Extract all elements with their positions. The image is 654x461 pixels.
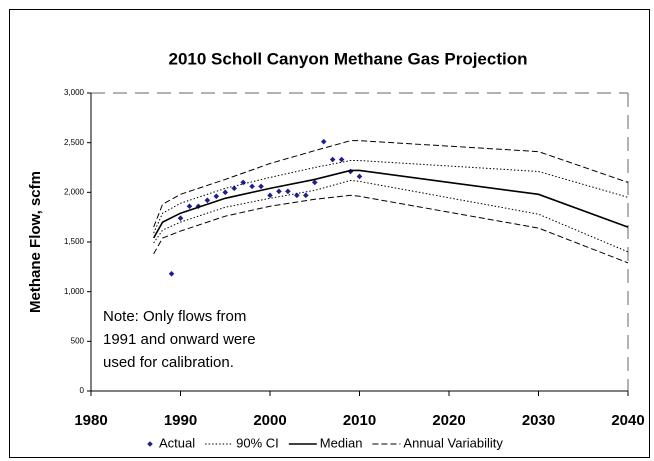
data-point [231,185,237,192]
series-line [152,169,629,239]
data-point [267,192,273,199]
data-point [285,188,291,195]
data-point [222,189,229,196]
x-tick-label: 2020 [432,412,465,429]
x-tick-label: 2040 [611,412,644,429]
data-point [168,270,175,277]
x-tick-label: 2030 [522,412,555,429]
chart-title: 2010 Scholl Canyon Methane Gas Projectio… [169,49,528,68]
data-point [311,179,318,186]
x-tick-label: 2010 [343,412,376,429]
y-tick-label: 2,000 [64,187,85,196]
y-axis-label: Methane Flow, scfm [27,171,44,313]
y-tick-label: 500 [71,336,85,345]
data-point [186,203,193,210]
y-tick-label: 0 [80,386,85,395]
data-point [249,183,255,190]
note-text: 1991 and onward were [103,331,256,348]
legend-label: Annual Variability [403,435,503,450]
y-tick-label: 3,000 [64,88,85,97]
x-tick-label: 2000 [253,412,286,429]
series-line [153,140,629,228]
data-point [356,173,363,180]
data-point [204,197,211,204]
legend-label: 90% CI [236,435,279,450]
data-point [258,183,264,190]
note-box [98,302,258,384]
legend-label: Median [320,435,363,450]
note-text: used for calibration. [103,354,234,371]
data-point [177,215,184,221]
data-point [240,179,246,186]
data-point [303,192,309,199]
note-text: Note: Only flows from [103,308,246,325]
legend-label: Actual [159,435,195,450]
legend-marker [147,441,153,447]
y-tick-label: 1,500 [64,237,85,246]
y-tick-label: 1,000 [64,287,85,296]
x-tick-label: 1980 [74,412,107,429]
data-point [294,192,300,199]
series-line [153,179,629,253]
y-tick-label: 2,500 [64,138,85,147]
data-point [213,193,220,200]
series-line [153,194,629,264]
data-point [329,156,336,163]
x-tick-label: 1990 [164,412,197,429]
series-line [153,160,629,234]
data-point [276,188,282,195]
data-point [338,156,345,163]
data-point [320,138,327,145]
